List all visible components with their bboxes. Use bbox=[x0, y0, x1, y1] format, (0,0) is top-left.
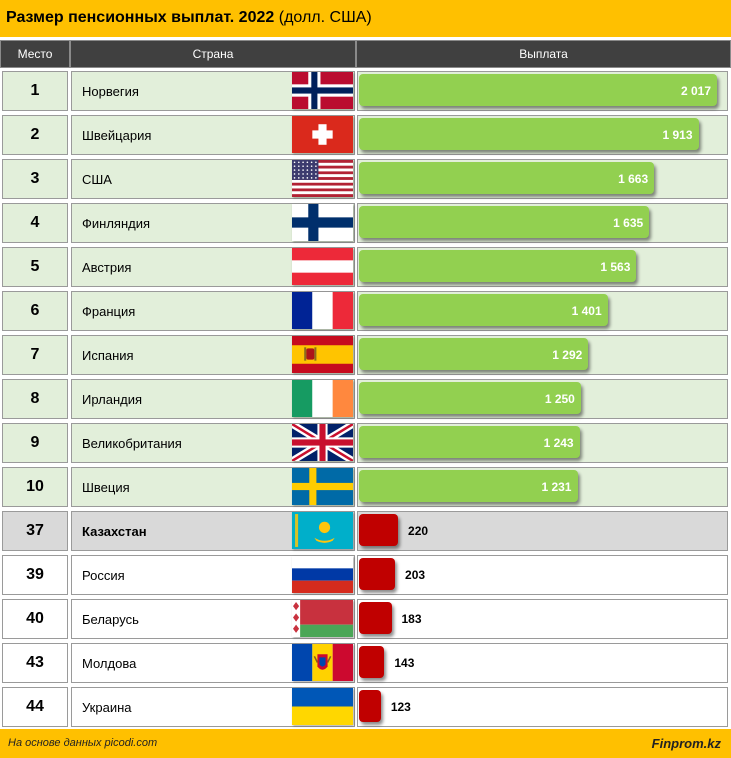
payment-value-label: 203 bbox=[405, 568, 426, 582]
payment-value-label: 1 663 bbox=[618, 172, 649, 186]
belarus-flag-icon bbox=[292, 600, 353, 637]
rank-cell: 37 bbox=[2, 511, 68, 551]
source-note: На основе данных picodi.com bbox=[8, 737, 158, 749]
payment-value-label: 1 292 bbox=[552, 348, 583, 362]
payment-bar bbox=[359, 338, 589, 370]
payment-bar bbox=[359, 118, 699, 150]
norway-flag-icon bbox=[292, 72, 353, 109]
brand-label: Finprom.kz bbox=[651, 736, 721, 751]
austria-flag-icon bbox=[292, 248, 353, 285]
payment-value-label: 183 bbox=[401, 612, 422, 626]
payment-bar bbox=[359, 206, 650, 238]
payment-value-label: 143 bbox=[394, 656, 415, 670]
payment-bar bbox=[359, 162, 655, 194]
payment-value-label: 123 bbox=[390, 700, 411, 714]
title-bar: Размер пенсионных выплат. 2022 (долл. СШ… bbox=[0, 0, 731, 37]
ireland-flag-icon bbox=[292, 380, 353, 417]
kazakhstan-flag-icon bbox=[292, 512, 353, 549]
payment-value-label: 1 913 bbox=[662, 128, 693, 142]
rank-cell: 4 bbox=[2, 203, 68, 243]
rank-cell: 9 bbox=[2, 423, 68, 463]
rank-cell: 7 bbox=[2, 335, 68, 375]
payment-value-label: 1 635 bbox=[613, 216, 644, 230]
finland-flag-icon bbox=[292, 204, 353, 241]
rank-cell: 1 bbox=[2, 71, 68, 111]
payment-value-label: 1 401 bbox=[571, 304, 602, 318]
chart-title: Размер пенсионных выплат. 2022 (долл. СШ… bbox=[6, 9, 372, 27]
payment-cell bbox=[357, 555, 728, 595]
usa-flag-icon bbox=[292, 160, 353, 197]
payment-value-label: 220 bbox=[408, 524, 429, 538]
rank-cell: 10 bbox=[2, 467, 68, 507]
ukraine-flag-icon bbox=[292, 688, 353, 725]
payment-value-label: 1 231 bbox=[541, 480, 572, 494]
column-header-rank: Место bbox=[0, 40, 70, 68]
footer-bar: На основе данных picodi.com Finprom.kz bbox=[0, 729, 731, 758]
payment-bar bbox=[359, 558, 395, 590]
payment-bar bbox=[359, 470, 578, 502]
column-header-country: Страна bbox=[70, 40, 356, 68]
payment-cell bbox=[357, 643, 728, 683]
sweden-flag-icon bbox=[292, 468, 353, 505]
payment-cell bbox=[357, 511, 728, 551]
payment-bar bbox=[359, 514, 398, 546]
rank-cell: 39 bbox=[2, 555, 68, 595]
column-header-payment: Выплата bbox=[356, 40, 731, 68]
payment-value-label: 2 017 bbox=[680, 84, 711, 98]
chart-title-main: Размер пенсионных выплат. 2022 bbox=[6, 9, 275, 26]
payment-bar bbox=[359, 250, 637, 282]
chart-title-unit: (долл. США) bbox=[278, 9, 372, 26]
rank-cell: 6 bbox=[2, 291, 68, 331]
rank-cell: 40 bbox=[2, 599, 68, 639]
payment-value-label: 1 243 bbox=[543, 436, 574, 450]
payment-bar bbox=[359, 602, 392, 634]
payment-bar bbox=[359, 74, 717, 106]
payment-bar bbox=[359, 382, 581, 414]
payment-bar bbox=[359, 294, 608, 326]
uk-flag-icon bbox=[292, 424, 353, 461]
rank-cell: 2 bbox=[2, 115, 68, 155]
payment-value-label: 1 563 bbox=[600, 260, 631, 274]
switzerland-flag-icon bbox=[292, 116, 353, 153]
spain-flag-icon bbox=[292, 336, 353, 373]
france-flag-icon bbox=[292, 292, 353, 329]
moldova-flag-icon bbox=[292, 644, 353, 681]
rank-cell: 8 bbox=[2, 379, 68, 419]
rank-cell: 44 bbox=[2, 687, 68, 727]
rank-cell: 5 bbox=[2, 247, 68, 287]
payment-value-label: 1 250 bbox=[544, 392, 575, 406]
payment-bar bbox=[359, 690, 381, 722]
rank-cell: 43 bbox=[2, 643, 68, 683]
payment-bar bbox=[359, 426, 580, 458]
payment-bar bbox=[359, 646, 385, 678]
payment-cell bbox=[357, 599, 728, 639]
payment-cell bbox=[357, 687, 728, 727]
rank-cell: 3 bbox=[2, 159, 68, 199]
russia-flag-icon bbox=[292, 556, 353, 593]
